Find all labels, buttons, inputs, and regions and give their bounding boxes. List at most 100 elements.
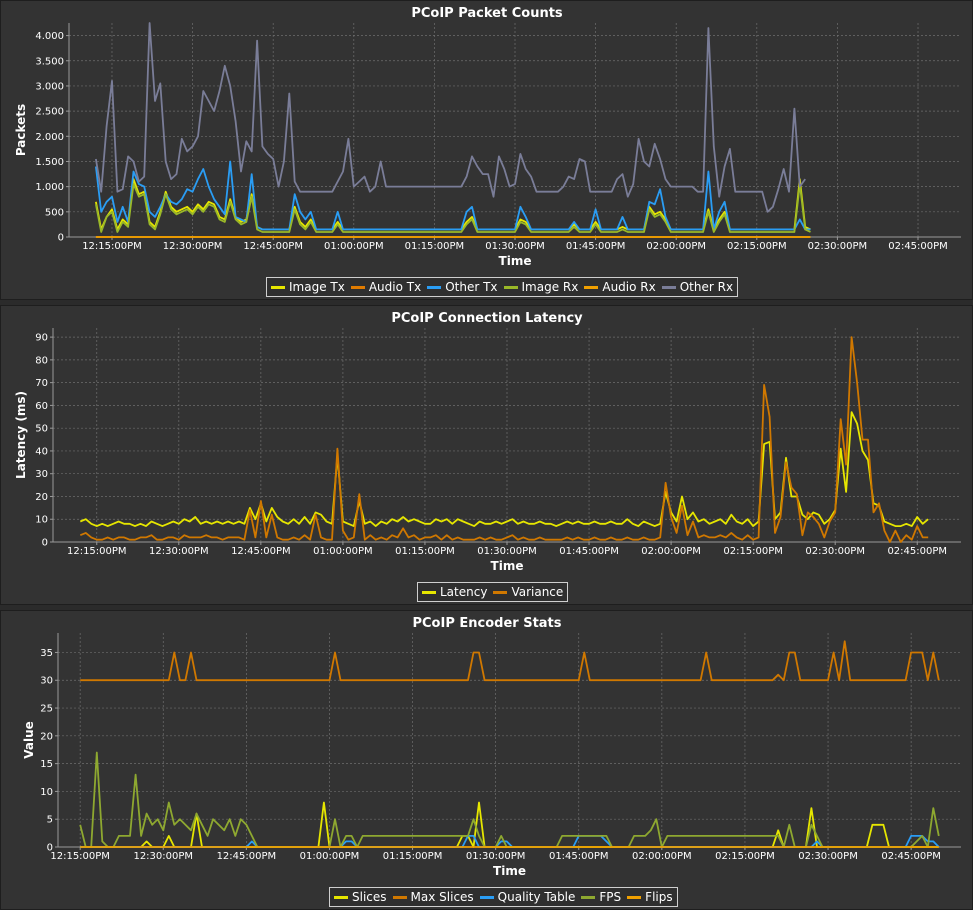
connection-latency-chart: 0 10 20 30 40 50 60 70 80 90 12:15:00PM 12:30:00PM 1… (14, 311, 961, 573)
legend-label: Image Tx (289, 280, 345, 294)
connection-latency-panel: 0 10 20 30 40 50 60 70 80 90 12:15:00PM 12:30:00PM 1… (0, 305, 973, 605)
y-tick-label: 5 (47, 815, 53, 826)
y-tick-label: 15 (40, 759, 53, 770)
legend-label: Audio Rx (602, 280, 656, 294)
x-tick-label: 01:45:00PM (559, 546, 619, 557)
packet-counts-panel: 0 500 1.000 1.500 2.000 2.500 3.000 3.500 4.000 1… (0, 0, 973, 300)
x-tick-label: 02:30:00PM (798, 851, 858, 862)
x-axis-label: Time (499, 254, 532, 268)
legend-item-other-rx: Other Rx (661, 280, 734, 294)
x-tick-label: 02:30:00PM (808, 241, 868, 252)
legend-swatch (392, 895, 407, 899)
x-tick-label: 12:30:00PM (149, 546, 209, 557)
y-tick-label: 0 (58, 233, 64, 244)
x-tick-label: 01:15:00PM (395, 546, 455, 557)
y-tick-label: 2.000 (35, 132, 64, 143)
legend-label: Flips (645, 890, 673, 904)
packet-counts-legend: Image Tx Audio Tx Other Tx Image Rx Audio Rx… (266, 277, 739, 297)
y-tick-label: 30 (40, 676, 53, 687)
series-line-quality-table (80, 835, 940, 848)
x-tick-label: 01:30:00PM (485, 241, 545, 252)
x-tick-label: 12:15:00PM (50, 851, 110, 862)
legend-item-slices: Slices (334, 890, 387, 904)
x-tick-label: 02:15:00PM (715, 851, 775, 862)
legend-item-quality-table: Quality Table (479, 890, 576, 904)
chart-title: PCoIP Connection Latency (391, 311, 583, 326)
x-tick-label: 02:45:00PM (888, 241, 948, 252)
y-tick-label: 30 (35, 469, 48, 480)
legend-label: Quality Table (497, 890, 576, 904)
legend-label: Other Tx (445, 280, 498, 294)
y-tick-label: 20 (40, 731, 53, 742)
x-tick-label: 01:00:00PM (313, 546, 373, 557)
y-tick-label: 25 (40, 704, 53, 715)
legend-item-audio-rx: Audio Rx (584, 280, 656, 294)
x-tick-label: 01:00:00PM (300, 851, 360, 862)
legend-item-audio-tx: Audio Tx (350, 280, 421, 294)
y-tick-label: 3.000 (35, 81, 64, 92)
x-tick-label: 12:30:00PM (163, 241, 223, 252)
series-line-other-tx (95, 160, 811, 231)
x-tick-label: 12:45:00PM (217, 851, 277, 862)
legend-swatch (493, 590, 508, 594)
x-tick-label: 12:15:00PM (82, 241, 142, 252)
y-tick-label: 90 (35, 333, 48, 344)
legend-label: Latency (440, 585, 488, 599)
x-tick-label: 01:15:00PM (405, 241, 465, 252)
x-tick-label: 01:45:00PM (566, 241, 626, 252)
y-tick-label: 10 (40, 787, 53, 798)
x-tick-label: 02:45:00PM (881, 851, 941, 862)
legend-swatch (584, 285, 599, 289)
encoder-stats-legend: Slices Max Slices Quality Table FPS Flips (329, 887, 678, 907)
x-tick-label: 01:30:00PM (466, 851, 526, 862)
x-axis-label: Time (491, 559, 524, 573)
encoder-stats-chart: 0 5 10 15 20 25 30 35 12:15:00PM 12:30:00PM 12:45:… (22, 616, 961, 878)
legend-swatch (422, 590, 436, 594)
y-tick-label: 10 (35, 515, 48, 526)
legend-label: Image Rx (521, 280, 579, 294)
legend-label: Slices (352, 890, 387, 904)
y-tick-label: 35 (40, 648, 53, 659)
plot-area (53, 328, 961, 542)
y-axis-label: Packets (14, 104, 28, 156)
legend-label: Other Rx (679, 280, 734, 294)
y-tick-label: 20 (35, 492, 48, 503)
y-tick-label: 80 (35, 355, 48, 366)
legend-swatch (479, 895, 494, 899)
series-line-other-rx (95, 22, 806, 213)
y-tick-label: 60 (35, 401, 48, 412)
x-tick-label: 01:15:00PM (383, 851, 443, 862)
x-tick-label: 02:30:00PM (805, 546, 865, 557)
y-tick-label: 1.000 (35, 182, 64, 193)
legend-swatch (661, 285, 676, 289)
x-tick-label: 02:00:00PM (641, 546, 701, 557)
x-tick-label: 02:15:00PM (723, 546, 783, 557)
x-tick-label: 02:45:00PM (887, 546, 947, 557)
legend-swatch (334, 895, 348, 899)
legend-item-image-rx: Image Rx (503, 280, 579, 294)
legend-swatch (427, 285, 442, 289)
chart-title: PCoIP Encoder Stats (412, 616, 561, 631)
legend-label: FPS (599, 890, 622, 904)
x-axis-label: Time (493, 864, 526, 878)
series-line-max-slices (80, 640, 940, 682)
legend-item-latency: Latency (422, 585, 487, 599)
legend-swatch (627, 895, 642, 899)
chart-title: PCoIP Packet Counts (411, 6, 563, 21)
y-tick-label: 70 (35, 378, 48, 389)
x-tick-label: 12:15:00PM (67, 546, 127, 557)
x-tick-label: 02:00:00PM (632, 851, 692, 862)
x-tick-label: 02:15:00PM (727, 241, 787, 252)
y-axis-label: Value (22, 721, 36, 759)
y-tick-label: 50 (35, 424, 48, 435)
y-tick-label: 0 (47, 843, 53, 854)
legend-item-max-slices: Max Slices (392, 890, 474, 904)
x-tick-label: 02:00:00PM (646, 241, 706, 252)
plot-area (69, 23, 961, 237)
series-line-variance (79, 336, 929, 543)
x-tick-label: 01:30:00PM (477, 546, 537, 557)
y-tick-label: 500 (45, 207, 64, 218)
encoder-stats-panel: 0 5 10 15 20 25 30 35 12:15:00PM 12:30:00PM 12:45:… (0, 610, 973, 910)
packet-counts-chart: 0 500 1.000 1.500 2.000 2.500 3.000 3.500 4.000 1… (14, 6, 961, 268)
x-tick-label: 01:00:00PM (324, 241, 384, 252)
